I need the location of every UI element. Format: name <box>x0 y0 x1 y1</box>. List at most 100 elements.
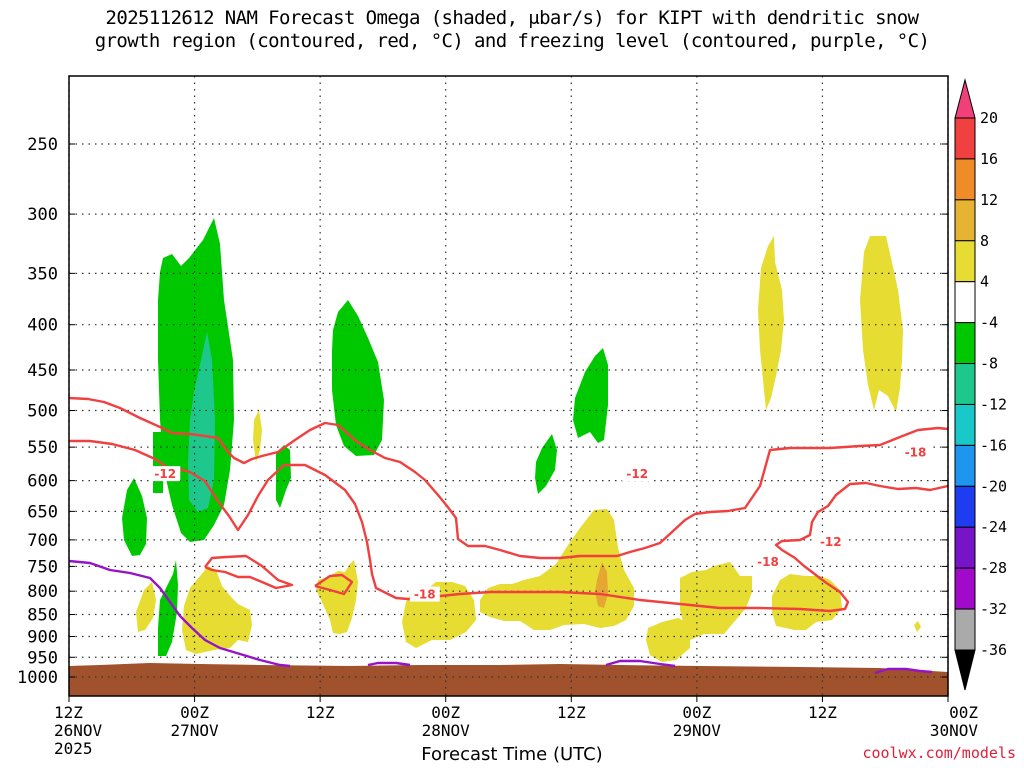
colorbar-tick-label: -8 <box>980 355 998 373</box>
omega-shading-layer <box>122 218 921 662</box>
colorbar-segment <box>954 567 976 610</box>
contour-label-background <box>409 586 440 602</box>
contour-label-background <box>900 444 931 460</box>
omega-descent-region <box>253 410 262 462</box>
freezing-level-contour <box>874 667 933 675</box>
x-axis-tick-label: 12Z <box>557 703 586 722</box>
y-axis-tick-label: 700 <box>27 531 58 551</box>
omega-descent-region <box>316 560 358 634</box>
contour-label: -18 <box>905 446 927 460</box>
contour-label-background <box>622 466 653 482</box>
colorbar-segment <box>954 240 976 283</box>
contour-label-background <box>150 466 181 482</box>
x-axis-tick-label: 26NOV <box>54 721 103 740</box>
below-ground-terrain <box>69 663 948 696</box>
colorbar-tick-label: 4 <box>980 273 989 291</box>
site-credit: coolwx.com/models <box>862 744 1016 762</box>
omega-descent-region <box>136 582 156 632</box>
y-axis-tick-label: 450 <box>27 361 58 381</box>
omega-ascent-region <box>332 300 384 456</box>
contour-label: -12 <box>820 535 842 549</box>
y-axis-tick-label: 800 <box>27 582 58 602</box>
colorbar-tick-label: -20 <box>980 477 1007 495</box>
x-axis-tick-label: 2025 <box>54 739 93 758</box>
x-axis-tick-label: 00Z <box>431 703 460 722</box>
contour-label-background <box>815 534 846 550</box>
omega-descent-region <box>680 562 752 640</box>
colorbar-top-triangle <box>954 78 976 119</box>
omega-ascent-region <box>158 560 178 656</box>
colorbar-tick-label: -12 <box>980 395 1007 413</box>
colorbar-tick-label: 8 <box>980 232 989 250</box>
colorbar-tick-label: -36 <box>980 641 1007 659</box>
colorbar-segment <box>954 444 976 487</box>
y-axis-tick-label: 300 <box>27 205 58 225</box>
colorbar-tick-label: -24 <box>980 518 1007 536</box>
colorbar-tick-label: -4 <box>980 314 998 332</box>
colorbar-tick-label: -28 <box>980 559 1007 577</box>
omega-descent-region <box>914 621 921 632</box>
x-axis-tick-label: 00Z <box>682 703 711 722</box>
y-axis-tick-label: 400 <box>27 316 58 336</box>
x-axis-tick-label: 27NOV <box>170 721 219 740</box>
x-axis-tick-label: 29NOV <box>673 721 722 740</box>
omega-descent-region <box>646 618 690 662</box>
colorbar-segment <box>954 322 976 365</box>
x-axis-tick-label: 12Z <box>54 703 83 722</box>
colorbar-bottom-triangle <box>954 649 976 691</box>
colorbar: 20 16 12 8 4 -4 -8 -12 -16 -20 -24 -28 -32 -36 <box>954 78 1007 691</box>
omega-ascent-region <box>276 445 291 508</box>
chart-title-line-1: 2025112612 NAM Forecast Omega (shaded, μ… <box>105 7 920 29</box>
omega-ascent-region <box>158 218 234 542</box>
colorbar-tick-label: 20 <box>980 109 998 127</box>
dgz-temperature-contour <box>204 554 294 590</box>
colorbar-segment <box>954 363 976 405</box>
contour-label: -18 <box>757 555 779 569</box>
freezing-level-contour <box>68 559 291 668</box>
colorbar-tick-label: -16 <box>980 436 1007 454</box>
omega-ascent-region <box>122 478 147 556</box>
dgz-temperature-contour <box>314 573 354 596</box>
colorbar-segment <box>954 526 976 569</box>
omega-descent-region <box>772 574 842 630</box>
colorbar-segment <box>954 199 976 242</box>
omega-ascent-region <box>535 434 557 494</box>
colorbar-segment <box>954 281 976 324</box>
freezing-level-layer <box>68 559 933 675</box>
y-axis-tick-label: 250 <box>27 135 58 155</box>
plot-frame <box>68 75 949 697</box>
colorbar-tick-label: 16 <box>980 150 998 168</box>
omega-ascent-region <box>573 348 608 443</box>
x-axis-tick-label: 12Z <box>306 703 335 722</box>
omega-descent-region <box>182 566 252 654</box>
colorbar-tick-label: 12 <box>980 191 998 209</box>
y-axis-tick-label: 950 <box>27 648 58 668</box>
colorbar-segment <box>954 158 976 201</box>
omega-strong-descent-region <box>595 562 608 608</box>
colorbar-segment <box>954 403 976 446</box>
contour-label-background <box>753 553 784 569</box>
y-axis-tick-label: 650 <box>27 502 58 522</box>
dgz-temperature-contour <box>69 439 949 613</box>
y-axis-tick-label: 750 <box>27 557 58 577</box>
colorbar-tick-label: -32 <box>980 600 1007 618</box>
x-axis-label: Forecast Time (UTC) <box>421 744 603 765</box>
dgz-contour-layer <box>68 396 949 613</box>
contour-label: -12 <box>154 467 176 481</box>
contour-label: -12 <box>626 467 648 481</box>
x-axis-tick-label: 00Z <box>180 703 209 722</box>
x-axis-tick-label: 30NOV <box>930 721 979 740</box>
y-axis-tick-label: 350 <box>27 264 58 284</box>
colorbar-segment <box>954 608 976 651</box>
chart-title-line-2: growth region (contoured, red, °C) and f… <box>94 30 930 52</box>
freezing-level-contour <box>367 661 411 667</box>
colorbar-segment <box>954 485 976 528</box>
y-axis-tick-label: 600 <box>27 472 58 492</box>
y-axis-tick-label: 850 <box>27 606 58 626</box>
omega-descent-region <box>758 236 784 410</box>
omega-descent-region <box>860 236 903 412</box>
dgz-temperature-contour <box>68 396 949 560</box>
y-axis-tick-label: 500 <box>27 402 58 422</box>
omega-descent-region <box>480 509 634 630</box>
